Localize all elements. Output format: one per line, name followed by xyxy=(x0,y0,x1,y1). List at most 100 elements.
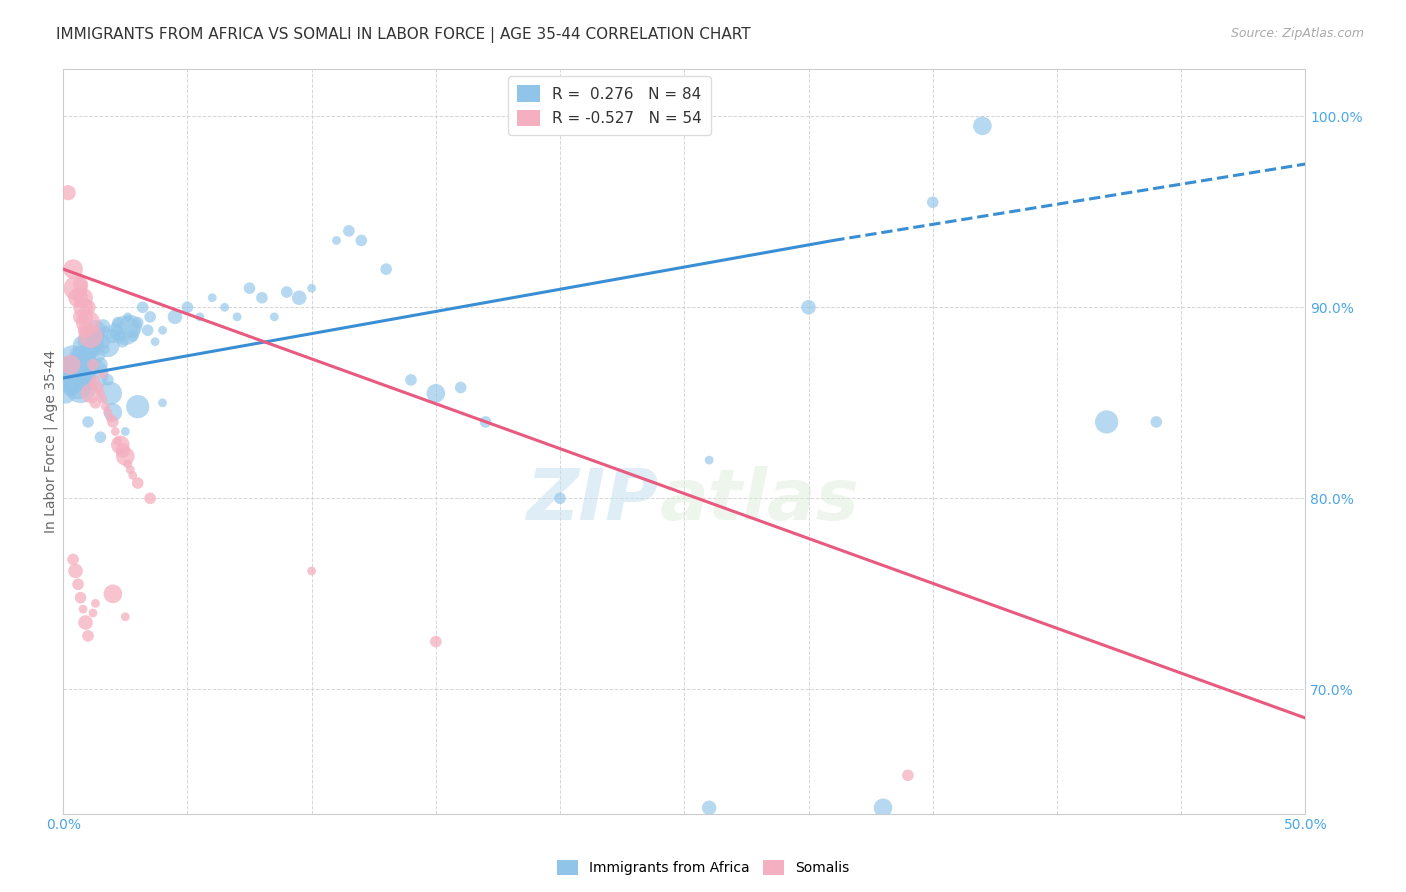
Point xyxy=(79,334,101,349)
Point xyxy=(65,358,87,372)
Point xyxy=(94,400,117,414)
Y-axis label: In Labor Force | Age 35-44: In Labor Force | Age 35-44 xyxy=(44,350,58,533)
Point xyxy=(97,338,120,352)
Point xyxy=(127,316,149,330)
Point xyxy=(77,629,100,643)
Point xyxy=(84,373,107,387)
Point xyxy=(111,334,134,349)
Point xyxy=(65,281,87,295)
Point xyxy=(104,323,127,337)
Point xyxy=(114,425,136,439)
Point xyxy=(79,329,101,343)
Text: ZIP: ZIP xyxy=(527,467,659,535)
Point xyxy=(75,323,97,337)
Point xyxy=(56,358,79,372)
Point xyxy=(62,376,84,391)
Point xyxy=(77,353,100,368)
Point xyxy=(55,386,77,401)
Point xyxy=(139,310,162,324)
Point xyxy=(84,596,107,610)
Point xyxy=(69,591,91,605)
Point xyxy=(350,234,373,248)
Point xyxy=(474,415,496,429)
Point xyxy=(94,343,117,357)
Point xyxy=(111,443,134,458)
Point xyxy=(77,301,100,315)
Point xyxy=(97,373,120,387)
Point xyxy=(214,301,236,315)
Point xyxy=(62,353,84,368)
Point xyxy=(69,348,91,362)
Point xyxy=(89,358,111,372)
Point xyxy=(276,285,298,299)
Point xyxy=(972,119,994,133)
Point xyxy=(301,281,323,295)
Point xyxy=(188,310,211,324)
Point xyxy=(69,310,91,324)
Point xyxy=(921,195,943,210)
Point xyxy=(82,376,104,391)
Point xyxy=(77,361,100,376)
Point xyxy=(82,367,104,381)
Point xyxy=(226,310,249,324)
Point xyxy=(139,491,162,506)
Point xyxy=(375,262,398,277)
Point xyxy=(75,348,97,362)
Point xyxy=(67,577,90,591)
Point xyxy=(131,301,153,315)
Point xyxy=(91,334,114,349)
Point xyxy=(176,301,198,315)
Point xyxy=(67,348,90,362)
Point xyxy=(87,338,110,352)
Point xyxy=(337,224,360,238)
Point xyxy=(872,801,894,815)
Point xyxy=(117,310,139,324)
Point xyxy=(101,415,124,429)
Point xyxy=(120,463,142,477)
Point xyxy=(1095,415,1118,429)
Point xyxy=(121,468,143,483)
Point xyxy=(548,491,571,506)
Point xyxy=(301,564,323,578)
Point xyxy=(89,430,111,444)
Point xyxy=(152,323,174,337)
Point xyxy=(101,405,124,419)
Point xyxy=(399,373,422,387)
Point xyxy=(897,768,920,782)
Point xyxy=(72,358,94,372)
Point xyxy=(152,396,174,410)
Point xyxy=(110,438,132,452)
Point xyxy=(201,291,224,305)
Legend: R =  0.276   N = 84, R = -0.527   N = 54: R = 0.276 N = 84, R = -0.527 N = 54 xyxy=(508,76,711,136)
Point xyxy=(69,380,91,394)
Point xyxy=(59,367,82,381)
Point xyxy=(89,329,111,343)
Point xyxy=(1144,415,1167,429)
Point xyxy=(79,386,101,401)
Point xyxy=(97,405,120,419)
Point xyxy=(104,425,127,439)
Point xyxy=(72,301,94,315)
Point xyxy=(450,380,472,394)
Point xyxy=(425,386,447,401)
Point xyxy=(84,323,107,337)
Point xyxy=(87,348,110,362)
Point xyxy=(91,392,114,406)
Point xyxy=(100,411,122,425)
Point xyxy=(56,373,79,387)
Point xyxy=(77,316,100,330)
Point xyxy=(82,606,104,620)
Point xyxy=(325,234,347,248)
Point xyxy=(67,376,90,391)
Point xyxy=(77,415,100,429)
Point xyxy=(117,457,139,471)
Point xyxy=(94,323,117,337)
Point xyxy=(75,615,97,630)
Point xyxy=(697,801,720,815)
Point xyxy=(250,291,273,305)
Point xyxy=(75,373,97,387)
Point xyxy=(72,291,94,305)
Text: Source: ZipAtlas.com: Source: ZipAtlas.com xyxy=(1230,27,1364,40)
Point xyxy=(797,301,820,315)
Point xyxy=(82,358,104,372)
